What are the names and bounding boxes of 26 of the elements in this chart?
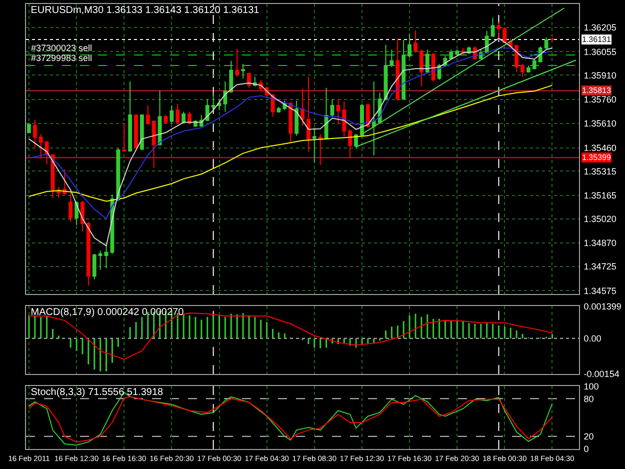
y-tick-label: 20 [584,431,594,442]
y-tick-label: -0.00154 [584,369,620,380]
y-tick-label: 1.36055 [584,46,616,57]
y-tick-label: 1.35910 [584,70,616,80]
y-tick-label: 1.35610 [584,118,616,129]
y-tick-label: 0 [584,444,589,454]
y-tick-label: 80 [584,394,594,404]
y-tick-label: 1.35165 [584,190,616,201]
y-tick-label: 100 [584,381,599,392]
chart-title: EURUSDm,M30 1.36133 1.36143 1.36120 1.36131 [30,5,260,16]
y-tick-label: 1.34870 [584,238,616,248]
ref-line-label: #37299983 sell [31,53,92,63]
ref-line-label: 1.36131 [582,35,612,44]
chart-title: Stoch(8,3,3) 71.5556 51.3918 [30,387,164,398]
y-tick-label: 0.001399 [584,301,622,312]
y-tick-label: 1.35460 [584,142,616,153]
y-tick-label: 1.35020 [584,214,616,224]
y-tick-label: 1.35315 [584,166,616,176]
ref-line-label: 1.35813 [582,86,612,95]
ref-line-label: 1.35399 [582,153,612,162]
y-tick-label: 0.00 [584,334,602,344]
y-tick-label: 1.34725 [584,262,616,272]
y-tick-label: 1.35760 [584,94,616,104]
ref-line-label: #37300023 sell [31,43,92,53]
y-tick-label: 1.34575 [584,286,616,296]
y-tick-label: 1.36205 [584,22,616,33]
